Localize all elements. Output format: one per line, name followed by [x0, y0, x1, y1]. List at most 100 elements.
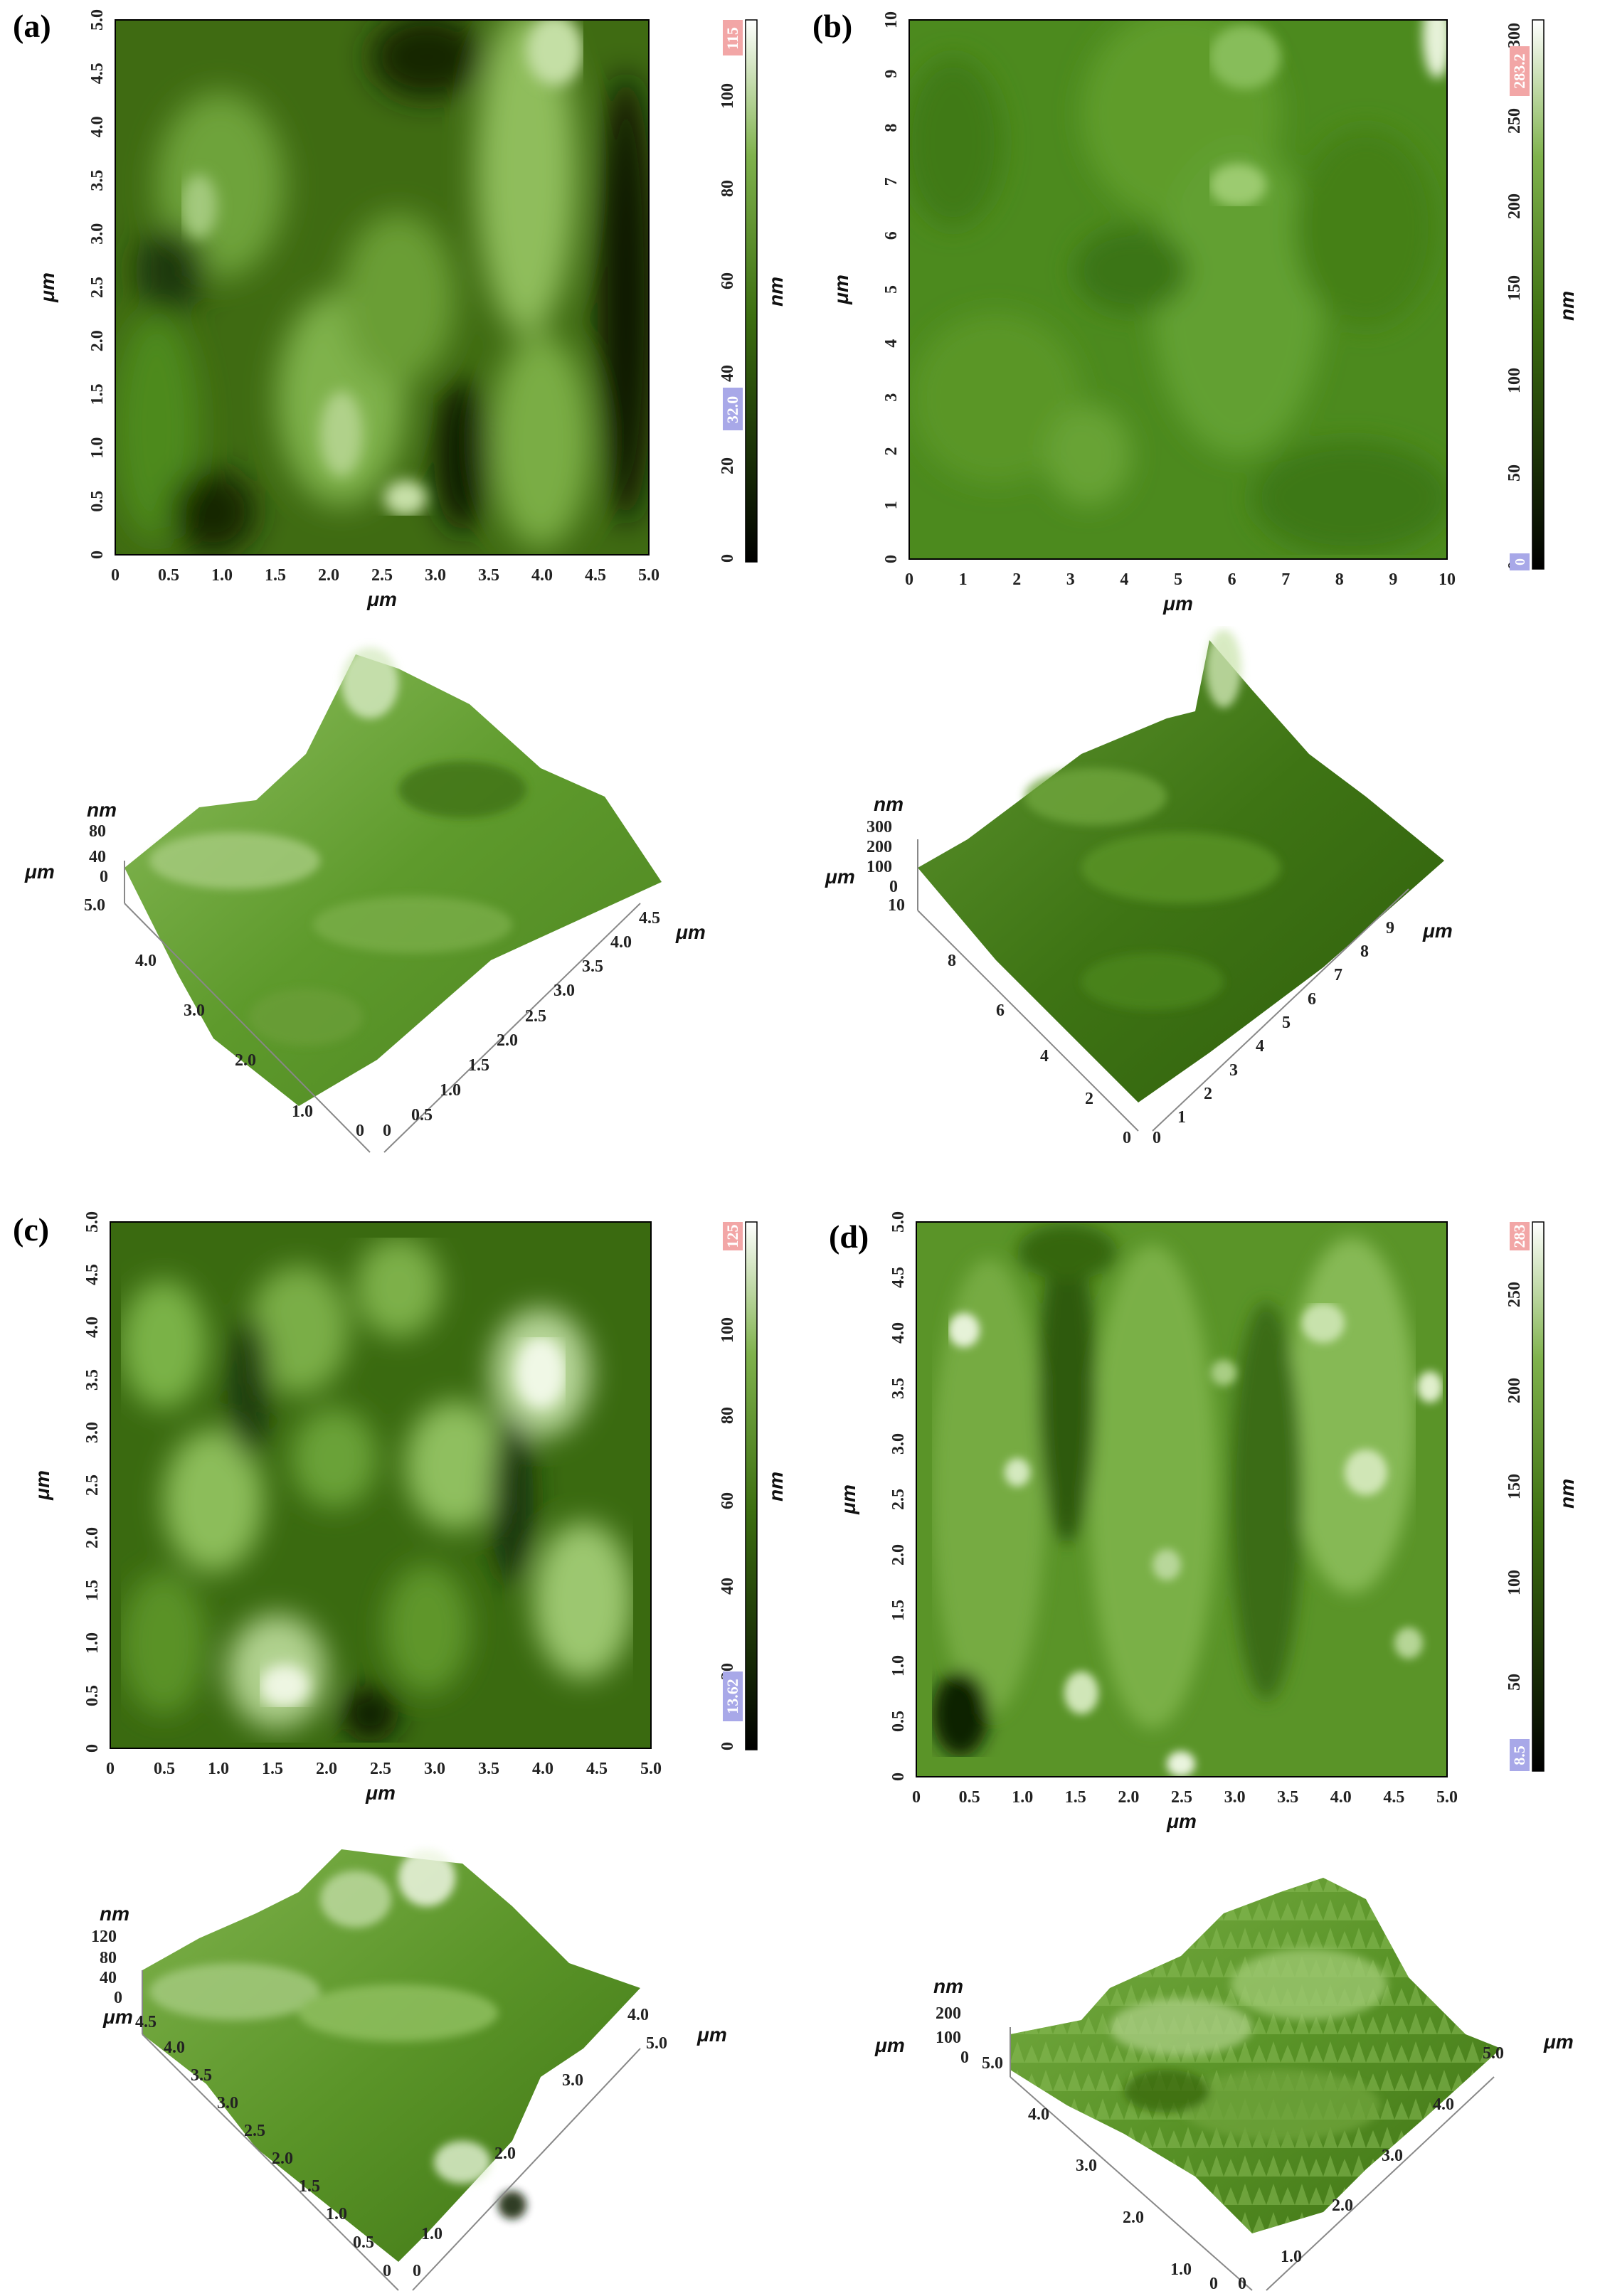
surface-left-tick: 3.0 — [184, 1001, 205, 1020]
y-tick-label: 0 — [88, 551, 107, 559]
surface-left-tick: 4 — [1040, 1047, 1049, 1065]
y-tick-label: 4 — [882, 339, 901, 348]
y-tick-label: 9 — [882, 70, 901, 78]
y-tick-label: 1 — [882, 501, 901, 509]
colorbar-gradient — [745, 1221, 758, 1750]
panel-label-b: (b) — [812, 8, 853, 44]
x-tick-label: 0 — [106, 1760, 115, 1778]
x-tick-label: 0 — [912, 1788, 921, 1807]
surface-z-tick: 200 — [867, 838, 892, 856]
surface-left-tick: 0 — [1123, 1129, 1131, 1147]
colorbar-tick: 80 — [719, 1407, 737, 1424]
surface-right-tick: 5.0 — [1483, 2044, 1504, 2063]
colorbar-tick: 0 — [719, 554, 737, 563]
surface-right-tick: 3.5 — [582, 957, 603, 976]
height-map-image-b — [909, 20, 1447, 559]
x-tick-label: 9 — [1389, 570, 1397, 589]
surface-z-unit: nm — [87, 799, 117, 821]
surface-z-tick: 120 — [91, 1928, 117, 1946]
colorbar-gradient — [1532, 1221, 1545, 1772]
surface-z-unit: nm — [874, 793, 904, 815]
colorbar-tick: 60 — [719, 1492, 737, 1509]
surface-left-tick: 6 — [996, 1001, 1005, 1020]
colorbar-min-label: 0 — [1512, 558, 1528, 565]
surface-left-tick: 0 — [383, 2262, 391, 2280]
colorbar-tick: 100 — [719, 83, 737, 109]
surface-right-tick: 3 — [1229, 1061, 1238, 1080]
surface-right-tick: 2.5 — [525, 1007, 546, 1026]
colorbar-min-label: 32.0 — [724, 396, 741, 424]
surface-right-tick: 1.0 — [421, 2225, 443, 2243]
y-tick-label: 3.5 — [83, 1369, 102, 1391]
colorbar-max-marker — [1510, 46, 1530, 96]
y-tick-label: 2.0 — [83, 1527, 102, 1548]
colorbar-tick: 250 — [1505, 1282, 1524, 1307]
x-tick-label: 6 — [1228, 570, 1236, 589]
colorbar-ticks-a: 0 20 40 60 80 100 — [719, 83, 737, 563]
surface-z-tick: 200 — [936, 2004, 961, 2023]
x-tick-label: 5 — [1174, 570, 1182, 589]
surface-right-tick: 3.0 — [553, 982, 575, 1000]
colorbar-unit-label: nm — [1556, 291, 1578, 321]
surface-right-tick: 2.0 — [497, 1031, 518, 1050]
y-axis-label: μm — [830, 275, 852, 305]
x-tick-label: 2.5 — [1171, 1788, 1192, 1807]
surface-mesh — [124, 654, 662, 1106]
surface-right-tick: 2 — [1204, 1085, 1212, 1103]
x-tick-label: 1 — [959, 570, 968, 589]
y-tick-label: 2.5 — [889, 1489, 908, 1510]
x-tick-label: 2 — [1012, 570, 1021, 589]
surface-texture — [1010, 1878, 1501, 2233]
afm-3d-surface-c: nm 120 80 40 0 μm 4.5 4.0 3.5 3.0 2.5 2.… — [91, 1849, 727, 2291]
y-tick-label: 3.5 — [889, 1378, 908, 1399]
surface-right-tick: 4 — [1256, 1037, 1264, 1056]
colorbar-tick: 40 — [719, 1578, 737, 1595]
surface-left-tick: 0.5 — [353, 2233, 374, 2252]
x-tick-label: 1.0 — [211, 566, 233, 585]
x-tick-label: 0.5 — [959, 1788, 980, 1807]
surface-xy-unit: μm — [24, 861, 55, 883]
surface-left-tick: 8 — [948, 952, 956, 970]
x-tick-label: 1.0 — [1012, 1788, 1033, 1807]
y-axis-label: μm — [36, 272, 58, 303]
y-tick-label: 3.0 — [83, 1422, 102, 1443]
surface-right-tick: 2.0 — [494, 2144, 516, 2163]
afm-3d-surface-a: nm 80 40 0 μm 5.0 4.0 3.0 2.0 1.0 0 0 0.… — [24, 647, 706, 1153]
colorbar-max-label: 125 — [724, 1225, 741, 1248]
x-tick-label: 0 — [905, 570, 913, 589]
y-tick-label: 1.5 — [889, 1600, 908, 1621]
colorbar-min-marker — [1510, 553, 1530, 570]
colorbar-d: 50 100 150 200 250 283 8.5 nm — [1505, 1221, 1578, 1772]
surface-right-tick: 5 — [1282, 1014, 1291, 1032]
colorbar-tick: 300 — [1505, 23, 1524, 48]
colorbar-tick: 60 — [719, 272, 737, 289]
x-tick-label: 0.5 — [158, 566, 179, 585]
y-tick-label: 5 — [882, 285, 901, 294]
y-tick-label: 3.5 — [88, 170, 107, 191]
colorbar-unit-label: nm — [765, 1472, 787, 1502]
surface-left-tick: 0 — [356, 1122, 364, 1140]
surface-right-tick: 4.0 — [627, 2006, 649, 2024]
height-map-image-d — [916, 1222, 1447, 1777]
colorbar-tick: 80 — [719, 180, 737, 197]
y-axis-label: μm — [837, 1484, 859, 1515]
x-tick-label: 4.5 — [585, 566, 606, 585]
x-axis-label: μm — [1162, 592, 1193, 615]
surface-right-tick: 0 — [413, 2262, 421, 2280]
surface-right-tick: 3.0 — [562, 2071, 583, 2090]
y-tick-label: 2.0 — [88, 330, 107, 351]
x-tick-label: 1.0 — [208, 1760, 229, 1778]
y-tick-label: 4.0 — [83, 1317, 102, 1338]
x-tick-label: 0.5 — [154, 1760, 175, 1778]
y-tick-label: 2 — [882, 447, 901, 455]
x-tick-label: 5.0 — [640, 1760, 662, 1778]
surface-left-tick: 1.0 — [1170, 2260, 1192, 2279]
colorbar-max-label: 283.2 — [1510, 53, 1528, 89]
x-tick-label: 3.0 — [425, 566, 446, 585]
surface-right-tick: 0 — [1153, 1129, 1161, 1147]
surface-right-unit: μm — [1543, 2031, 1574, 2053]
x-tick-label: 0 — [111, 566, 120, 585]
colorbar-tick: 150 — [1505, 275, 1524, 301]
surface-right-tick: 0 — [1238, 2275, 1246, 2293]
afm-height-map-c — [110, 1221, 652, 1749]
